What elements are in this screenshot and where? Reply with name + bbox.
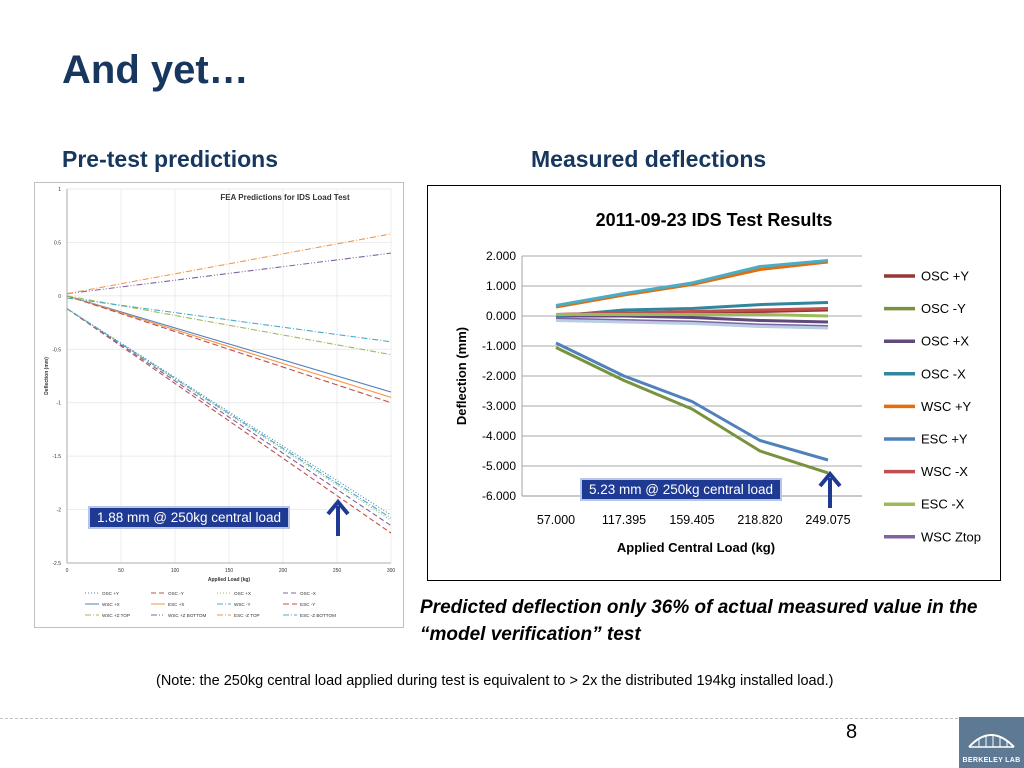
left-arrow-icon bbox=[326, 498, 350, 536]
legend-label: ESC -Z TOP bbox=[234, 613, 260, 618]
legend-label: OSC +X bbox=[234, 591, 251, 596]
test-results-chart: 2.000 1.000 0.000 -1.000 -2.000 -3.000 -4.000 -… bbox=[454, 210, 981, 555]
x-tick-label: 57.000 bbox=[537, 513, 575, 527]
right-callout: 5.23 mm @ 250kg central load bbox=[580, 478, 783, 501]
x-tick-label: 0 bbox=[66, 568, 69, 574]
series-line bbox=[66, 308, 392, 534]
legend-label: OSC -Y bbox=[168, 591, 184, 596]
series-line bbox=[66, 297, 392, 343]
footer-divider bbox=[0, 718, 958, 719]
y-tick-label: -2 bbox=[57, 508, 62, 514]
series-line bbox=[66, 308, 392, 519]
legend-label: WSC +Z TOP bbox=[102, 613, 130, 618]
y-axis-label: Deflection (mm) bbox=[454, 327, 469, 425]
right-heading: Measured deflections bbox=[531, 146, 767, 172]
left-heading: Pre-test predictions bbox=[62, 146, 278, 172]
legend-label: WSC -X bbox=[921, 464, 968, 479]
x-axis-label: Applied Central Load (kg) bbox=[617, 540, 775, 555]
fea-predictions-chart: 0 50 100 150 200 250 300 1 0.5 0 -0.5 -1 -1.5 -2 -2.5 F… bbox=[44, 187, 396, 618]
series-line bbox=[66, 308, 392, 527]
y-tick-label: -1.000 bbox=[482, 339, 516, 353]
y-tick-label: -1 bbox=[57, 401, 62, 407]
series-line bbox=[66, 295, 392, 393]
y-tick-label: -0.5 bbox=[52, 347, 61, 353]
legend-label: WSC Ztop bbox=[921, 529, 981, 544]
y-tick-label: 1.000 bbox=[486, 279, 516, 293]
y-tick-label: -5.000 bbox=[482, 459, 516, 473]
slide-title: And yet… bbox=[62, 48, 249, 92]
x-tick-label: 117.395 bbox=[602, 513, 646, 527]
legend-label: OSC +X bbox=[921, 334, 969, 349]
test-results-chart-panel: 2.000 1.000 0.000 -1.000 -2.000 -3.000 -4.000 -… bbox=[427, 185, 1001, 581]
x-axis-label: Applied Load (kg) bbox=[208, 577, 251, 583]
right-arrow-icon bbox=[818, 470, 842, 508]
y-tick-label: -2.000 bbox=[482, 369, 516, 383]
y-axis-label: Deflection (mm) bbox=[44, 357, 50, 395]
y-tick-label: -4.000 bbox=[482, 429, 516, 443]
legend-label: OSC -X bbox=[300, 591, 316, 596]
series-line bbox=[555, 319, 829, 330]
series-line bbox=[555, 259, 829, 307]
fea-predictions-chart-panel: 0 50 100 150 200 250 300 1 0.5 0 -0.5 -1 -1.5 -2 -2.5 F… bbox=[34, 182, 404, 628]
x-tick-label: 150 bbox=[225, 568, 234, 574]
chart-title: 2011-09-23 IDS Test Results bbox=[596, 210, 833, 230]
x-tick-label: 250 bbox=[333, 568, 342, 574]
legend-label: ESC -Z BOTTOM bbox=[300, 613, 336, 618]
series-line bbox=[66, 295, 392, 404]
caption-text: Predicted deflection only 36% of actual … bbox=[420, 597, 978, 645]
x-tick-label: 50 bbox=[118, 568, 124, 574]
series-line bbox=[556, 313, 829, 318]
legend-label: WSC +X bbox=[102, 602, 120, 607]
logo-text: BERKELEY LAB bbox=[962, 757, 1021, 764]
legend-label: WSC -Y bbox=[234, 602, 251, 607]
page-number: 8 bbox=[846, 721, 858, 743]
x-tick-label: 218.820 bbox=[737, 513, 782, 527]
y-tick-label: 2.000 bbox=[486, 249, 516, 263]
note-text: (Note: the 250kg central load applied du… bbox=[156, 673, 834, 689]
berkeley-lab-logo: BERKELEY LAB bbox=[959, 717, 1024, 768]
x-tick-label: 100 bbox=[171, 568, 180, 574]
legend-label: ESC -X bbox=[921, 497, 965, 512]
y-tick-label: 0 bbox=[58, 294, 61, 300]
legend-label: OSC -X bbox=[921, 366, 966, 381]
chart-title: FEA Predictions for IDS Load Test bbox=[220, 193, 350, 202]
series-line bbox=[66, 295, 392, 398]
legend-label: OSC +Y bbox=[102, 591, 119, 596]
y-tick-label: -1.5 bbox=[52, 454, 61, 460]
legend-label: ESC +Y bbox=[921, 432, 968, 447]
lab-building-icon bbox=[968, 734, 1015, 748]
legend-label: WSC +Z BOTTOM bbox=[168, 613, 206, 618]
x-tick-label: 200 bbox=[279, 568, 288, 574]
x-tick-label: 300 bbox=[387, 568, 396, 574]
legend-label: OSC -Y bbox=[921, 301, 966, 316]
legend-label: WSC +Y bbox=[921, 399, 972, 414]
x-tick-label: 249.075 bbox=[805, 513, 850, 527]
y-tick-label: 0.000 bbox=[486, 309, 516, 323]
x-tick-label: 159.405 bbox=[669, 513, 714, 527]
legend-label: ESC -Y bbox=[300, 602, 315, 607]
y-tick-label: 0.5 bbox=[54, 240, 61, 246]
legend-label: OSC +Y bbox=[921, 269, 969, 284]
left-callout: 1.88 mm @ 250kg central load bbox=[88, 506, 291, 529]
y-tick-label: -6.000 bbox=[482, 489, 516, 503]
y-tick-label: -2.5 bbox=[52, 561, 61, 567]
y-tick-label: -3.000 bbox=[482, 399, 516, 413]
series-line bbox=[555, 346, 829, 475]
y-tick-label: 1 bbox=[58, 187, 61, 193]
series-line bbox=[555, 341, 829, 462]
series-line bbox=[66, 308, 392, 516]
legend-label: ESC +X bbox=[168, 602, 184, 607]
